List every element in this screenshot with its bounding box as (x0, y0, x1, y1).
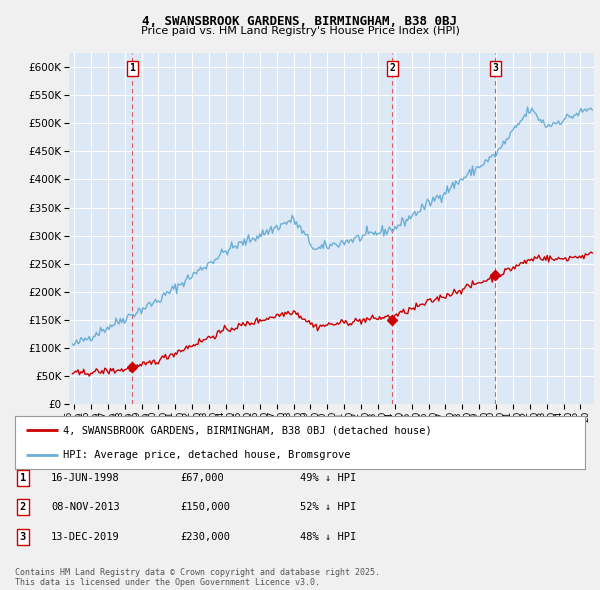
Text: HPI: Average price, detached house, Bromsgrove: HPI: Average price, detached house, Brom… (64, 450, 351, 460)
Text: 49% ↓ HPI: 49% ↓ HPI (300, 473, 356, 483)
Text: 3: 3 (20, 532, 26, 542)
Text: 1: 1 (20, 473, 26, 483)
Text: 4, SWANSBROOK GARDENS, BIRMINGHAM, B38 0BJ (detached house): 4, SWANSBROOK GARDENS, BIRMINGHAM, B38 0… (64, 425, 432, 435)
Text: 13-DEC-2019: 13-DEC-2019 (51, 532, 120, 542)
Text: 52% ↓ HPI: 52% ↓ HPI (300, 503, 356, 512)
Text: 2: 2 (20, 503, 26, 512)
Text: £150,000: £150,000 (180, 503, 230, 512)
Text: 08-NOV-2013: 08-NOV-2013 (51, 503, 120, 512)
Text: £67,000: £67,000 (180, 473, 224, 483)
Text: Contains HM Land Registry data © Crown copyright and database right 2025.
This d: Contains HM Land Registry data © Crown c… (15, 568, 380, 587)
Text: 3: 3 (493, 63, 498, 73)
Text: 16-JUN-1998: 16-JUN-1998 (51, 473, 120, 483)
Text: 48% ↓ HPI: 48% ↓ HPI (300, 532, 356, 542)
Text: 4, SWANSBROOK GARDENS, BIRMINGHAM, B38 0BJ: 4, SWANSBROOK GARDENS, BIRMINGHAM, B38 0… (143, 15, 458, 28)
Text: 1: 1 (130, 63, 135, 73)
Text: 2: 2 (389, 63, 395, 73)
Text: £230,000: £230,000 (180, 532, 230, 542)
Text: Price paid vs. HM Land Registry's House Price Index (HPI): Price paid vs. HM Land Registry's House … (140, 26, 460, 36)
